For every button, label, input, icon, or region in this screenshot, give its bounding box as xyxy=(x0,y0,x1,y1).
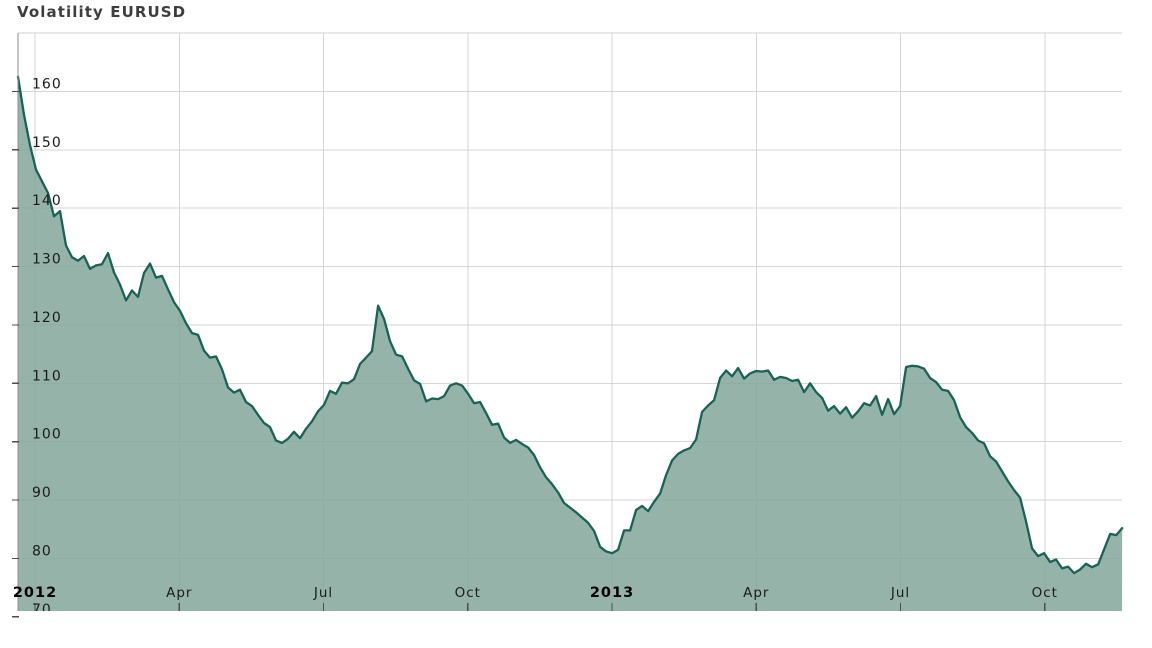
axes xyxy=(12,33,1046,618)
y-tick-label: 160 xyxy=(32,76,62,92)
x-tick-label: Oct xyxy=(1032,585,1058,601)
chart-title: Volatility EURUSD xyxy=(17,3,187,21)
y-axis-labels: 70 80 90 100 110 120 130 140 150 160 xyxy=(32,76,62,618)
x-tick-label: 2013 xyxy=(590,585,634,601)
y-tick-label: 100 xyxy=(32,427,62,443)
x-tick-label: Jul xyxy=(890,585,910,601)
x-tick-label: Apr xyxy=(166,585,192,601)
x-tick-label: Jul xyxy=(313,585,333,601)
y-tick-label: 150 xyxy=(32,135,62,151)
y-tick-label: 120 xyxy=(32,310,62,326)
y-tick-label: 110 xyxy=(32,368,62,384)
x-tick-label: Oct xyxy=(455,585,481,601)
x-axis-labels: 2012 Apr Jul Oct 2013 Apr Jul Oct xyxy=(13,585,1058,601)
y-tick-label: 140 xyxy=(32,193,62,209)
x-tick-label: 2012 xyxy=(13,585,57,601)
y-tick-label: 70 xyxy=(32,602,52,618)
y-tick-label: 80 xyxy=(32,543,52,559)
x-tick-label: Apr xyxy=(743,585,769,601)
y-tick-label: 130 xyxy=(32,252,62,268)
y-tick-label: 90 xyxy=(32,485,52,501)
area-series xyxy=(16,75,1124,612)
